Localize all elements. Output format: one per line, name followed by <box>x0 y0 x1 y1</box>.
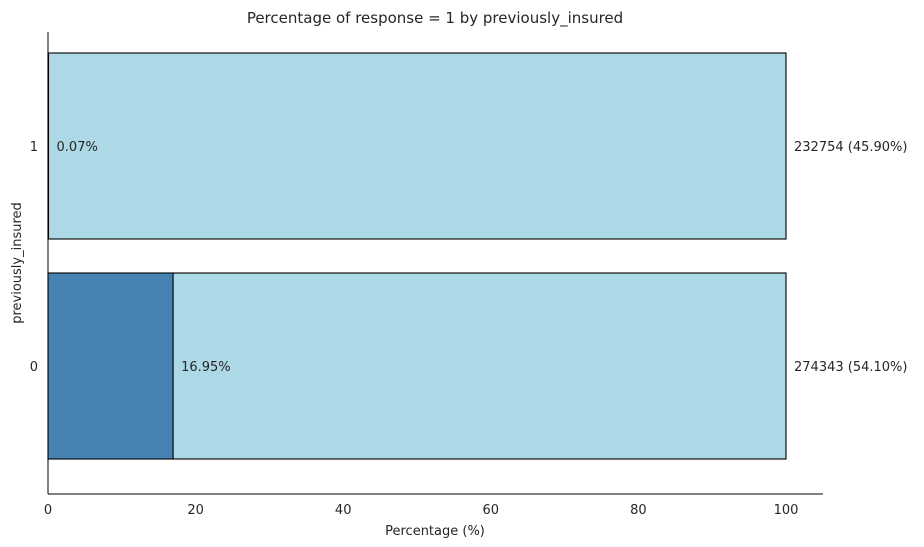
y-tick-label-1: 1 <box>30 140 38 155</box>
bar-0-inside-label: 16.95% <box>181 360 231 375</box>
y-axis-ticks: 01 <box>30 140 38 375</box>
bar-1-inside-label: 0.07% <box>57 140 98 155</box>
bar-0-segment-1 <box>172 272 787 460</box>
bar-1-segment-1 <box>47 52 787 240</box>
x-tick-label-60: 60 <box>483 503 500 518</box>
x-axis-ticks: 0 20 40 60 80 100 <box>44 503 799 518</box>
x-tick-label-20: 20 <box>187 503 204 518</box>
x-tick-label-100: 100 <box>774 503 799 518</box>
x-tick-label-80: 80 <box>630 503 647 518</box>
bar-1-outside-label: 232754 (45.90%) <box>794 140 907 155</box>
bar-labels-group: 16.95% 274343 (54.10%) 0.07% 232754 (45.90%… <box>57 140 908 375</box>
y-tick-label-0: 0 <box>30 360 38 375</box>
bars-group <box>47 52 787 460</box>
chart-title: Percentage of response = 1 by previously… <box>247 9 623 28</box>
x-tick-label-0: 0 <box>44 503 52 518</box>
x-axis-label: Percentage (%) <box>385 524 485 539</box>
bar-0-segment-0 <box>47 272 174 460</box>
y-axis-label: previously_insured <box>10 202 25 324</box>
x-tick-label-40: 40 <box>335 503 352 518</box>
bar-0-outside-label: 274343 (54.10%) <box>794 360 907 375</box>
